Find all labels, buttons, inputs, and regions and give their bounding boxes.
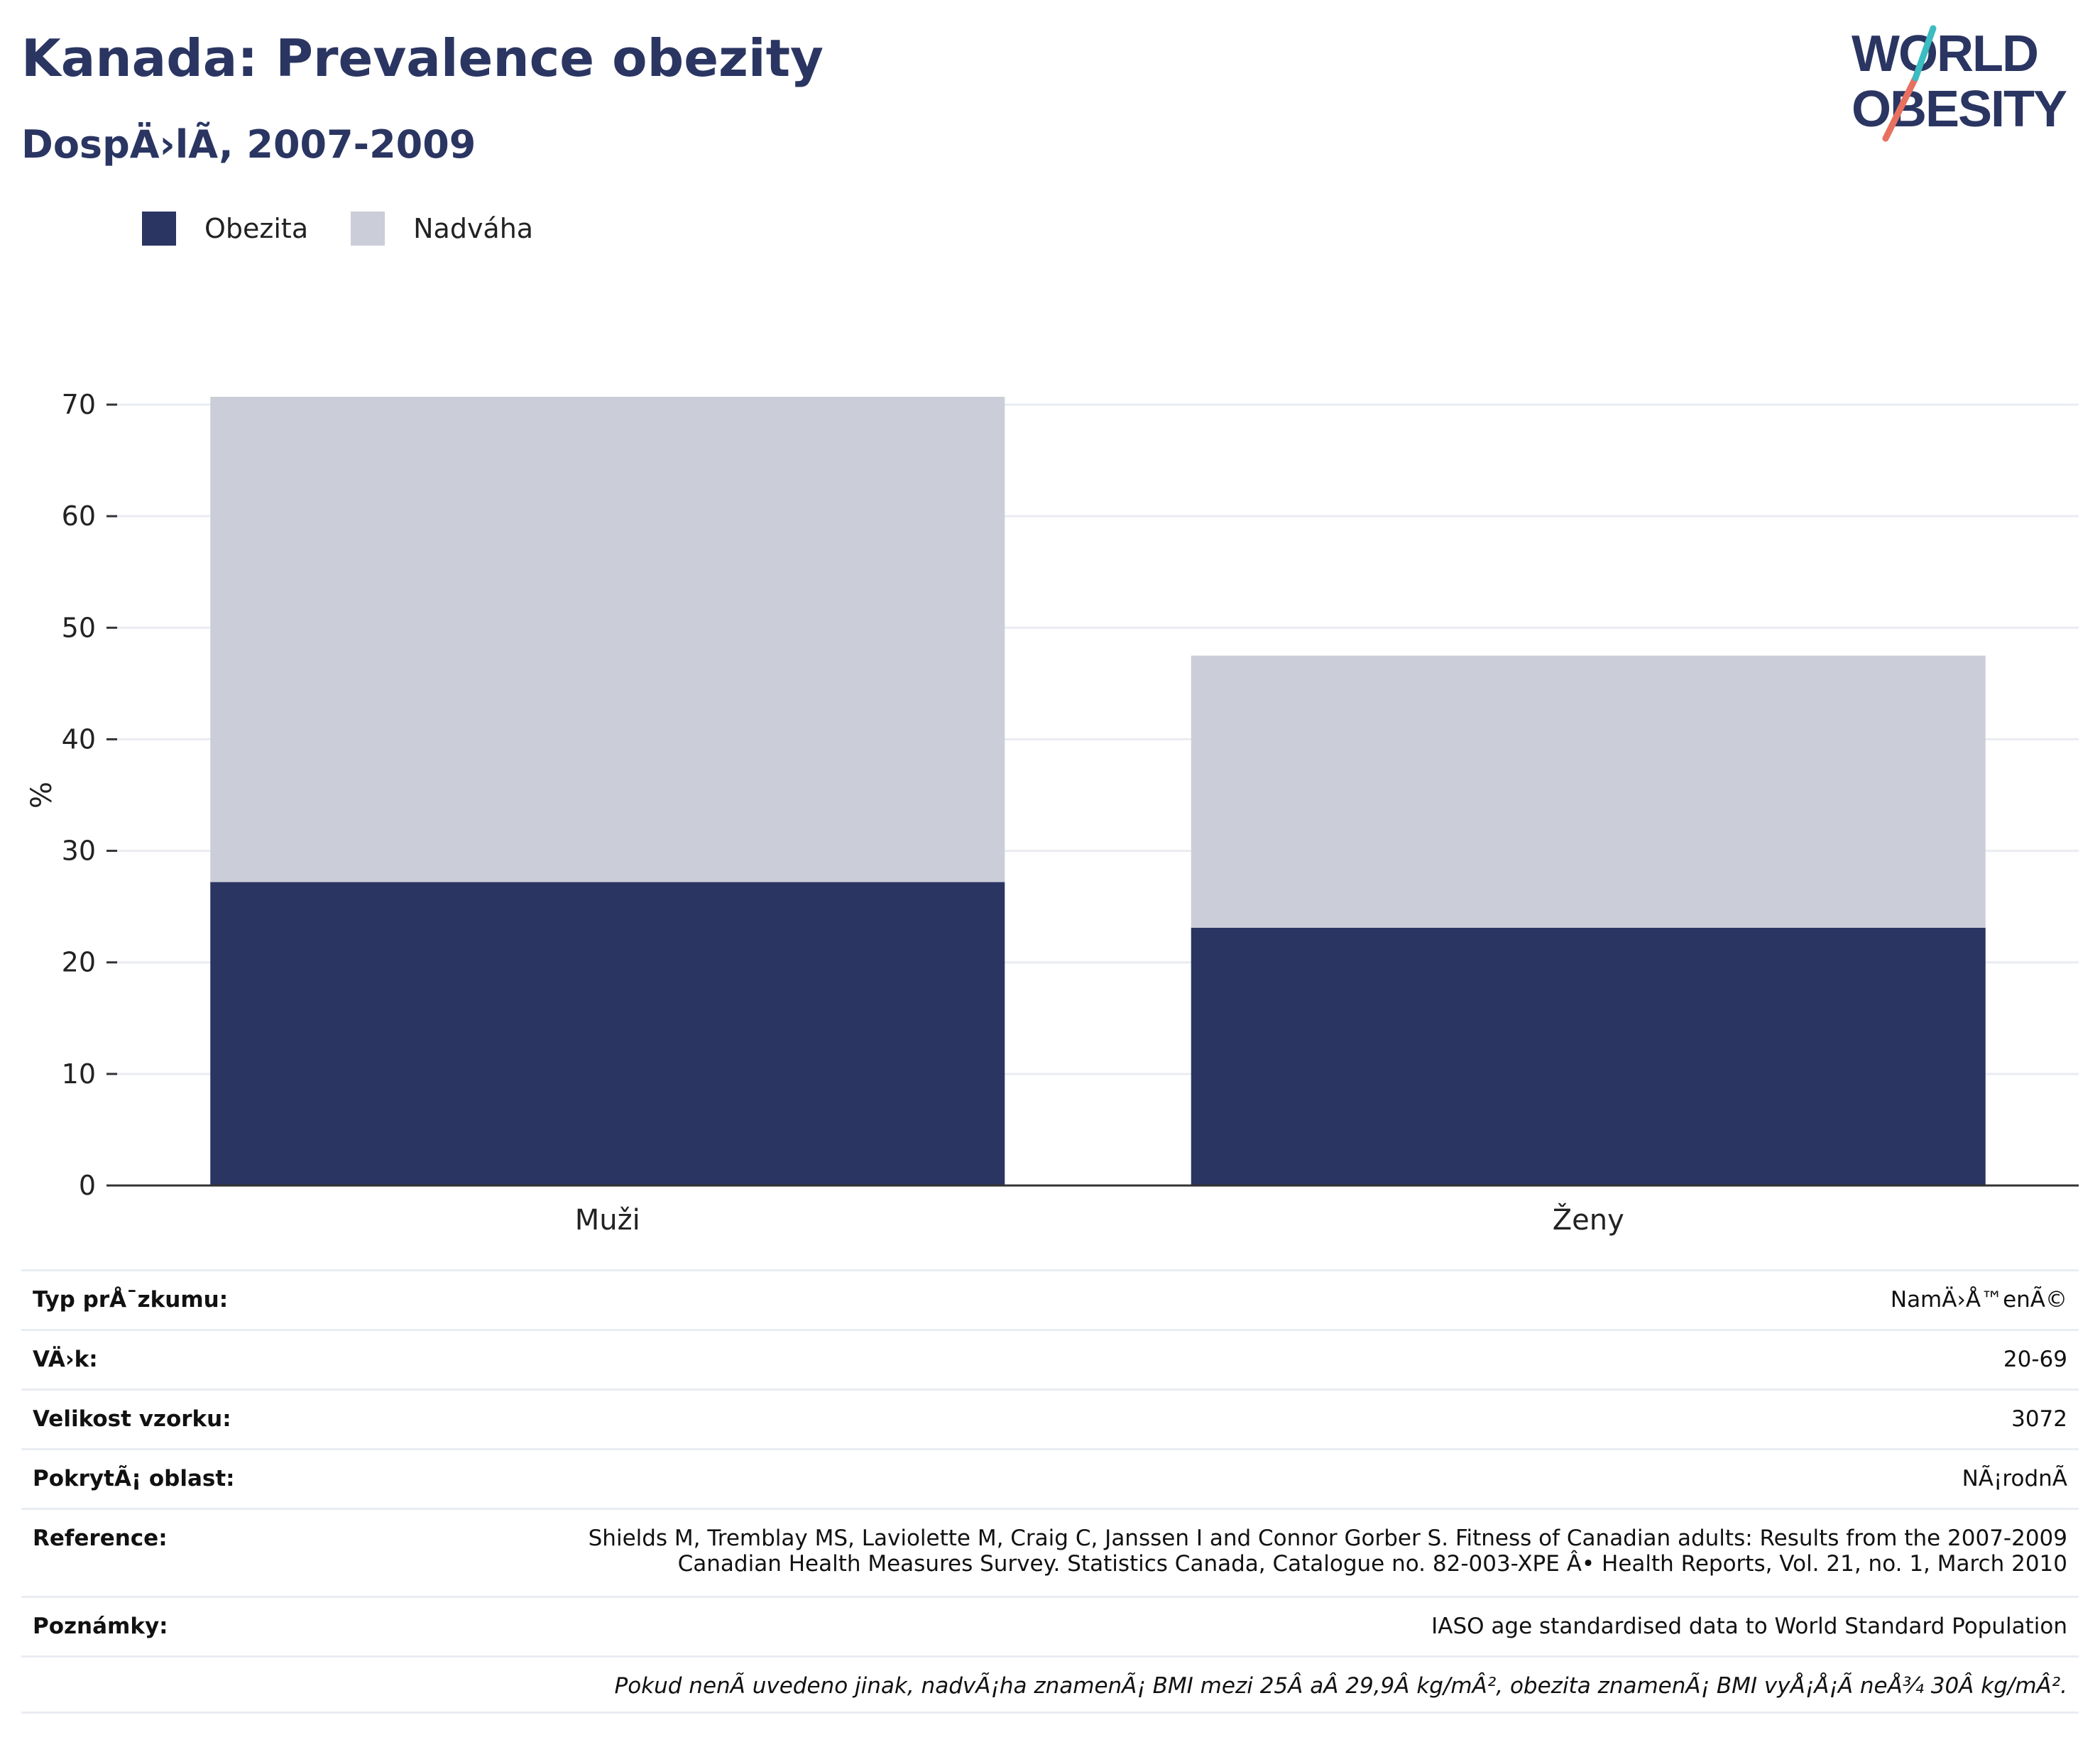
info-label: PokrytÃ¡ oblast: (33, 1466, 235, 1491)
y-tick-label: 40 (62, 723, 96, 755)
info-value: NÃ¡rodnÃ (1962, 1466, 2067, 1491)
reference-line-2: Canadian Health Measures Survey. Statist… (677, 1551, 2067, 1577)
world-obesity-logo: WORLD OBESITY (1852, 25, 2068, 142)
svg-text:WORLD: WORLD (1852, 26, 2038, 82)
bar-obesity-0 (210, 882, 1005, 1185)
info-label: VÄ›k: (33, 1347, 98, 1372)
y-tick-label: 0 (79, 1170, 96, 1201)
x-tick-label: Muži (575, 1204, 640, 1237)
info-row-age: VÄ›k: 20-69 (21, 1329, 2079, 1389)
info-row-coverage: PokrytÃ¡ oblast: NÃ¡rodnÃ (21, 1448, 2079, 1508)
bar-overweight-0 (210, 397, 1005, 882)
x-tick-label: Ženy (1553, 1203, 1624, 1237)
info-row-notes: Poznámky: IASO age standardised data to … (21, 1596, 2079, 1655)
chart-legend: Obezita Nadváha (142, 212, 576, 246)
info-value: IASO age standardised data to World Stan… (1431, 1614, 2067, 1639)
info-value: 3072 (2011, 1406, 2067, 1432)
y-tick-label: 60 (62, 500, 96, 532)
bar-overweight-1 (1191, 655, 1986, 928)
info-value: NamÄ›Å™enÃ© (1890, 1287, 2067, 1313)
y-tick-label: 10 (62, 1058, 96, 1090)
info-row-survey-type: Typ prÅ¯zkumu: NamÄ›Å™enÃ© (21, 1269, 2079, 1329)
bar-obesity-1 (1191, 928, 1986, 1185)
info-row-sample-size: Velikost vzorku: 3072 (21, 1389, 2079, 1448)
info-value: Shields M, Tremblay MS, Laviolette M, Cr… (589, 1526, 2067, 1577)
y-tick-label: 30 (62, 836, 96, 867)
info-value: 20-69 (2003, 1347, 2067, 1372)
info-label: Velikost vzorku: (33, 1406, 231, 1432)
info-row-reference: Reference: Shields M, Tremblay MS, Lavio… (21, 1508, 2079, 1596)
legend-label-overweight: Nadváha (413, 213, 534, 244)
footnote-text: Pokud nenÃ uvedeno jinak, nadvÃ¡ha zname… (614, 1673, 2067, 1699)
y-tick-label: 20 (62, 947, 96, 978)
y-tick-label: 70 (62, 389, 96, 420)
y-axis-label: % (26, 782, 58, 809)
legend-item-overweight: Nadváha (351, 212, 533, 246)
legend-swatch-overweight (351, 212, 385, 246)
info-label: Poznámky: (33, 1614, 168, 1639)
chart-title: Kanada: Prevalence obezity (21, 28, 824, 88)
info-label: Reference: (33, 1526, 168, 1551)
chart-subtitle: DospÄ›lÃ, 2007-2009 (21, 122, 476, 167)
bar-chart: 0 10 20 30 40 50 60 70% Muži Ženy (26, 389, 2079, 1237)
legend-swatch-obesity (142, 212, 176, 246)
info-label: Typ prÅ¯zkumu: (33, 1287, 229, 1313)
info-table: Typ prÅ¯zkumu: NamÄ›Å™enÃ© VÄ›k: 20-69 V… (21, 1269, 2079, 1714)
legend-item-obesity: Obezita (142, 212, 308, 246)
info-footnote: Pokud nenÃ uvedeno jinak, nadvÃ¡ha zname… (21, 1655, 2079, 1714)
legend-label-obesity: Obezita (204, 213, 309, 244)
reference-line-1: Shields M, Tremblay MS, Laviolette M, Cr… (588, 1526, 2067, 1551)
y-tick-label: 50 (62, 612, 96, 643)
